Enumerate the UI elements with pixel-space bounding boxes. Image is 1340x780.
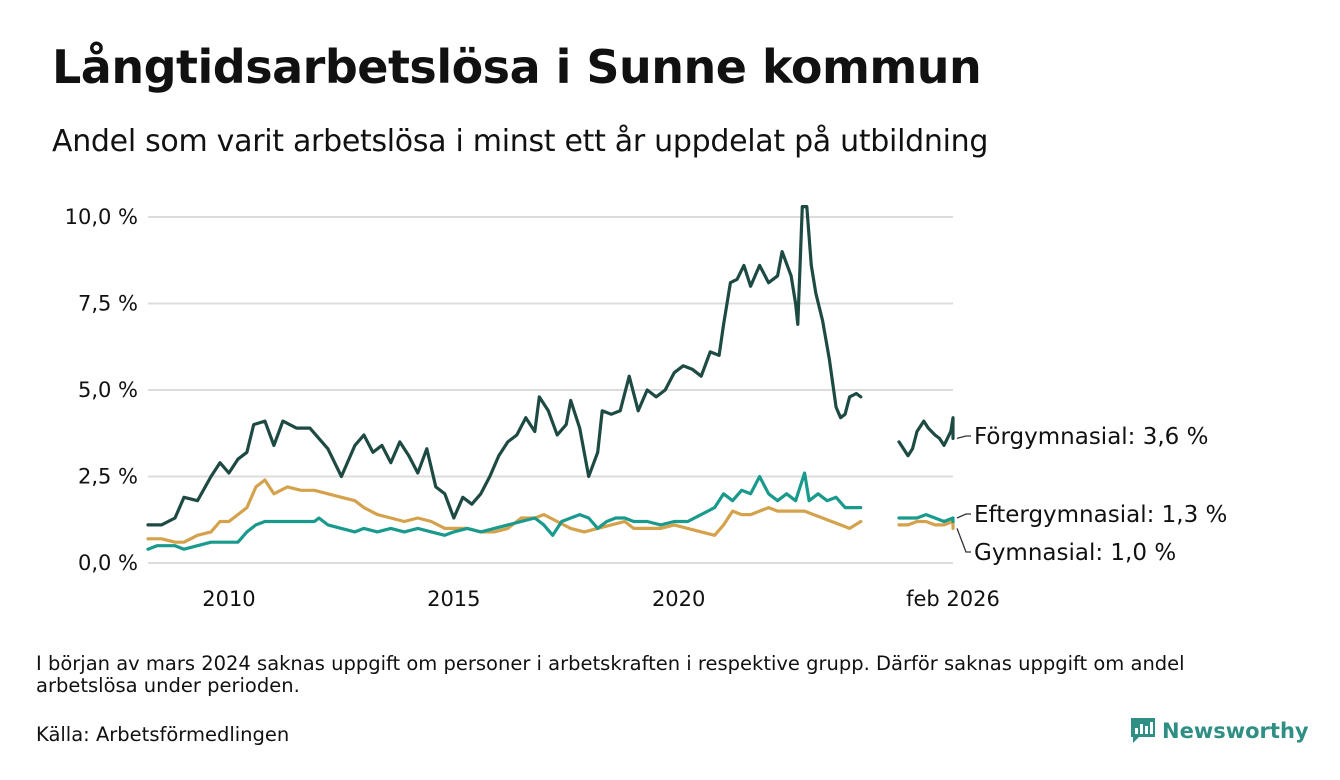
x-tick-label: 2010 bbox=[202, 587, 255, 611]
series-line-gymnasial bbox=[897, 519, 955, 530]
x-tick-label: 2015 bbox=[427, 587, 480, 611]
end-label-eftergymnasial: Eftergymnasial: 1,3 % bbox=[974, 502, 1227, 528]
footnote: I början av mars 2024 saknas uppgift om … bbox=[36, 652, 1185, 697]
series-line-förgymnasial bbox=[897, 416, 955, 458]
chart-title: Långtidsarbetslösa i Sunne kommun bbox=[52, 40, 982, 94]
leader-line bbox=[956, 435, 971, 440]
brand-logo[interactable]: Newsworthy bbox=[1130, 717, 1309, 745]
y-tick-label: 10,0 % bbox=[65, 205, 138, 229]
series-line-gymnasial bbox=[146, 478, 863, 544]
x-tick-label: feb 2026 bbox=[906, 587, 1000, 611]
chart-subtitle: Andel som varit arbetslösa i minst ett å… bbox=[52, 124, 989, 159]
y-tick-label: 2,5 % bbox=[78, 465, 138, 489]
end-label-förgymnasial: Förgymnasial: 3,6 % bbox=[974, 424, 1208, 450]
y-tick-label: 5,0 % bbox=[78, 378, 138, 402]
leader-line bbox=[956, 513, 971, 519]
series-line-förgymnasial bbox=[146, 205, 863, 527]
end-label-gymnasial: Gymnasial: 1,0 % bbox=[974, 540, 1176, 566]
y-tick-label: 0,0 % bbox=[78, 551, 138, 575]
newsworthy-logo-icon bbox=[1131, 718, 1155, 743]
line-chart: 0,0 % 2,5 % 5,0 % 7,5 % 10,0 % 2010 2015 2020 f… bbox=[65, 205, 1227, 611]
x-tick-label: 2020 bbox=[652, 587, 705, 611]
series-line-eftergymnasial bbox=[897, 513, 955, 524]
source-note: Källa: Arbetsförmedlingen bbox=[36, 723, 290, 746]
x-axis-ticks: 2010 2015 2020 feb 2026 bbox=[202, 587, 1000, 611]
series-line-eftergymnasial bbox=[146, 471, 863, 551]
brand-name: Newsworthy bbox=[1162, 719, 1309, 743]
y-axis-ticks: 0,0 % 2,5 % 5,0 % 7,5 % 10,0 % bbox=[65, 205, 138, 575]
leader-line bbox=[956, 528, 971, 553]
series-lines bbox=[146, 205, 955, 551]
end-labels: Förgymnasial: 3,6 % Eftergymnasial: 1,3 %… bbox=[956, 424, 1227, 566]
y-tick-label: 7,5 % bbox=[78, 292, 138, 316]
